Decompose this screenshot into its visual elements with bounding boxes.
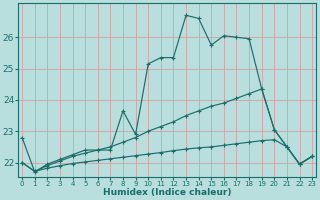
X-axis label: Humidex (Indice chaleur): Humidex (Indice chaleur) bbox=[103, 188, 231, 197]
